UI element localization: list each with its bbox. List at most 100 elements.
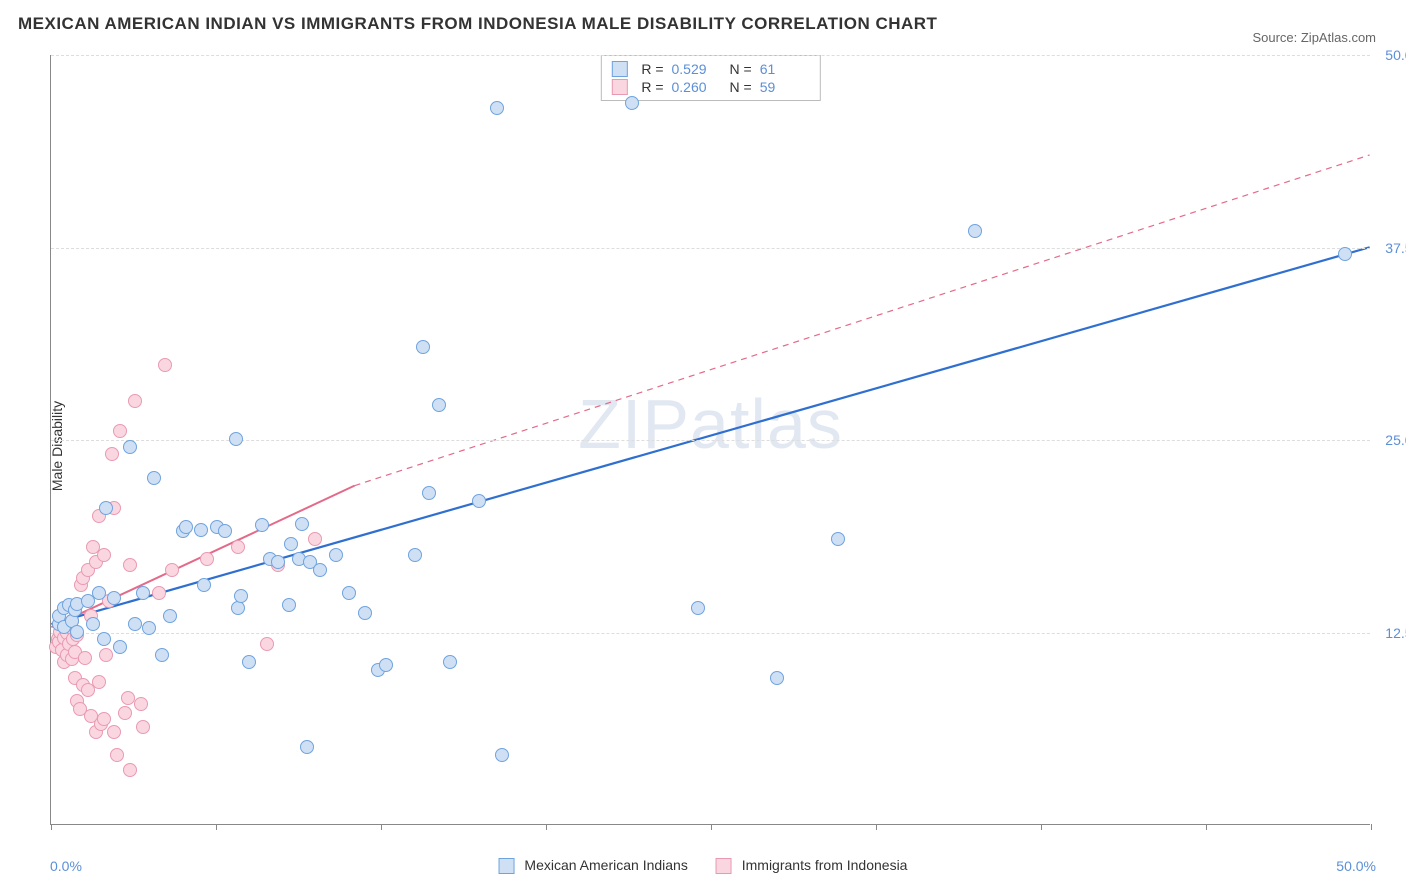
data-point [231,540,245,554]
data-point [107,725,121,739]
legend-swatch-blue [611,61,627,77]
data-point [152,586,166,600]
data-point [831,532,845,546]
r-label: R = [641,79,663,95]
data-point [416,340,430,354]
data-point [443,655,457,669]
data-point [92,586,106,600]
data-point [97,548,111,562]
x-tick [876,824,877,830]
source-label: Source: ZipAtlas.com [1252,30,1376,45]
data-point [295,517,309,531]
data-point [271,555,285,569]
data-point [342,586,356,600]
data-point [165,563,179,577]
data-point [136,586,150,600]
data-point [110,748,124,762]
n-label: N = [730,79,752,95]
data-point [118,706,132,720]
data-point [99,648,113,662]
data-point [163,609,177,623]
data-point [313,563,327,577]
data-point [260,637,274,651]
data-point [408,548,422,562]
r-value-pink: 0.260 [672,79,722,95]
data-point [968,224,982,238]
legend-label-pink: Immigrants from Indonesia [742,857,908,873]
data-point [284,537,298,551]
y-tick-label: 12.5% [1385,625,1406,641]
data-point [128,394,142,408]
data-point [358,606,372,620]
y-tick-label: 25.0% [1385,432,1406,448]
x-tick [546,824,547,830]
data-point [123,440,137,454]
legend-item-blue: Mexican American Indians [499,857,688,874]
x-tick [711,824,712,830]
r-label: R = [641,61,663,77]
data-point [113,640,127,654]
legend-swatch-blue-icon [499,858,515,874]
data-point [142,621,156,635]
x-tick [1371,824,1372,830]
data-point [242,655,256,669]
data-point [179,520,193,534]
legend-row-blue: R = 0.529 N = 61 [611,60,809,78]
data-point [158,358,172,372]
gridline [51,440,1370,441]
data-point [231,601,245,615]
data-point [1338,247,1352,261]
data-point [490,101,504,115]
legend-row-pink: R = 0.260 N = 59 [611,78,809,96]
data-point [495,748,509,762]
data-point [121,691,135,705]
data-point [123,558,137,572]
data-point [113,424,127,438]
data-point [218,524,232,538]
data-point [105,447,119,461]
data-point [147,471,161,485]
x-axis-min-label: 0.0% [50,858,82,874]
data-point [70,625,84,639]
x-tick [51,824,52,830]
r-value-blue: 0.529 [672,61,722,77]
data-point [92,675,106,689]
data-point [78,651,92,665]
data-point [229,432,243,446]
n-value-pink: 59 [760,79,810,95]
x-tick [1206,824,1207,830]
legend-label-blue: Mexican American Indians [524,857,687,873]
data-point [422,486,436,500]
data-point [200,552,214,566]
data-point [432,398,446,412]
data-point [625,96,639,110]
data-point [234,589,248,603]
legend-item-pink: Immigrants from Indonesia [716,857,908,874]
n-value-blue: 61 [760,61,810,77]
data-point [155,648,169,662]
data-point [97,712,111,726]
data-point [197,578,211,592]
chart-title: MEXICAN AMERICAN INDIAN VS IMMIGRANTS FR… [18,14,937,34]
x-tick [216,824,217,830]
data-point [472,494,486,508]
data-point [194,523,208,537]
watermark: ZIPatlas [578,384,843,464]
data-point [691,601,705,615]
data-point [123,763,137,777]
data-point [99,501,113,515]
gridline [51,633,1370,634]
correlation-legend: R = 0.529 N = 61 R = 0.260 N = 59 [600,55,820,101]
data-point [97,632,111,646]
x-tick [381,824,382,830]
gridline [51,248,1370,249]
plot-area: ZIPatlas R = 0.529 N = 61 R = 0.260 N = … [50,55,1370,825]
series-legend: Mexican American Indians Immigrants from… [499,857,908,874]
data-point [136,720,150,734]
y-tick-label: 50.0% [1385,47,1406,63]
data-point [282,598,296,612]
data-point [329,548,343,562]
n-label: N = [730,61,752,77]
data-point [379,658,393,672]
x-axis-max-label: 50.0% [1336,858,1376,874]
